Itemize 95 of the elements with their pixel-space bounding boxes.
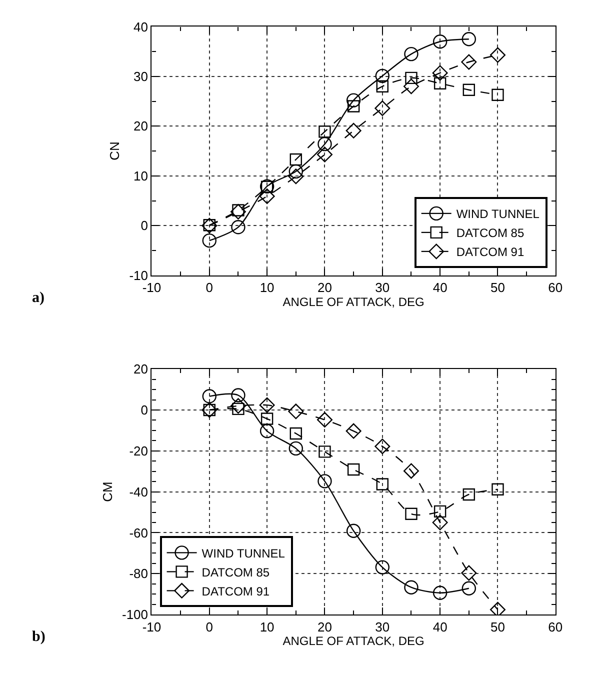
point bbox=[461, 54, 477, 70]
point bbox=[375, 68, 390, 84]
x-tick-label: 40 bbox=[432, 280, 448, 296]
x-axis-title: ANGLE OF ATTACK, DEG bbox=[282, 295, 424, 310]
point bbox=[347, 100, 360, 112]
point bbox=[202, 389, 216, 404]
point bbox=[374, 438, 390, 454]
point bbox=[432, 65, 448, 81]
y-axis-title: CM bbox=[100, 482, 115, 502]
x-tick-label: 20 bbox=[317, 280, 332, 296]
point bbox=[231, 220, 246, 234]
point bbox=[461, 565, 477, 581]
point bbox=[260, 424, 274, 438]
y-tick-label: -40 bbox=[129, 484, 148, 500]
point bbox=[376, 478, 388, 490]
point bbox=[462, 488, 476, 501]
point bbox=[404, 46, 418, 62]
point bbox=[288, 164, 303, 179]
point bbox=[202, 233, 216, 248]
point bbox=[434, 505, 446, 518]
y-tick-label: -20 bbox=[129, 443, 148, 458]
y-tick-label: -100 bbox=[122, 607, 148, 622]
y-axis-title: CN bbox=[107, 142, 122, 160]
text: b) bbox=[32, 629, 46, 645]
x-tick-label: 40 bbox=[432, 619, 448, 634]
point bbox=[230, 204, 246, 220]
point bbox=[346, 423, 362, 439]
legend-label: WIND TUNNEL bbox=[202, 546, 286, 560]
x-tick-label: 0 bbox=[206, 280, 214, 296]
point bbox=[404, 580, 418, 594]
point bbox=[346, 93, 361, 108]
x-tick-label: 30 bbox=[375, 619, 390, 634]
legend-label: WIND TUNNEL bbox=[456, 207, 540, 222]
point bbox=[346, 122, 362, 138]
point bbox=[432, 514, 448, 530]
point bbox=[318, 446, 331, 458]
point bbox=[260, 412, 274, 425]
y-tick-label: 20 bbox=[134, 118, 148, 134]
y-tick-label: 10 bbox=[134, 168, 148, 184]
point bbox=[462, 581, 476, 596]
point bbox=[462, 84, 476, 96]
point bbox=[490, 602, 506, 615]
legend-label: DATCOM 85 bbox=[202, 565, 270, 580]
point bbox=[231, 388, 246, 402]
point bbox=[492, 88, 504, 101]
x-axis-title: ANGLE OF ATTACK, DEG bbox=[282, 634, 424, 648]
point bbox=[403, 463, 419, 479]
point bbox=[318, 126, 331, 138]
point bbox=[288, 441, 303, 456]
x-tick-label: 10 bbox=[260, 280, 274, 296]
x-tick-label: 60 bbox=[548, 619, 563, 634]
point bbox=[346, 524, 361, 538]
point bbox=[259, 397, 275, 413]
x-tick-label: 50 bbox=[490, 280, 505, 296]
x-tick-label: 30 bbox=[375, 280, 390, 296]
y-tick-label: -60 bbox=[129, 525, 148, 540]
x-tick-label: 20 bbox=[317, 619, 332, 634]
x-tick-label: 60 bbox=[548, 280, 563, 296]
point bbox=[375, 560, 390, 574]
point bbox=[492, 483, 504, 496]
point bbox=[405, 72, 418, 84]
x-tick-label: 0 bbox=[206, 619, 214, 634]
legend-label: DATCOM 91 bbox=[202, 584, 270, 598]
point bbox=[318, 474, 332, 488]
point bbox=[490, 47, 506, 63]
point bbox=[374, 100, 390, 116]
legend-label: DATCOM 91 bbox=[456, 245, 524, 260]
point bbox=[288, 168, 304, 184]
y-tick-label: 0 bbox=[140, 402, 148, 418]
point bbox=[290, 427, 302, 440]
x-tick-label: 10 bbox=[260, 619, 274, 634]
y-tick-label: 0 bbox=[140, 218, 148, 234]
x-tick-label: 50 bbox=[490, 619, 505, 634]
point bbox=[230, 398, 246, 414]
point bbox=[432, 586, 448, 600]
y-tick-label: 30 bbox=[134, 68, 148, 84]
y-tick-label: -80 bbox=[129, 566, 148, 582]
legend-label: DATCOM 85 bbox=[456, 226, 524, 240]
point bbox=[318, 136, 332, 152]
point bbox=[405, 508, 418, 520]
point bbox=[316, 412, 332, 428]
point bbox=[462, 32, 476, 46]
text: a) bbox=[32, 290, 44, 306]
point bbox=[347, 463, 360, 476]
y-tick-label: -10 bbox=[129, 268, 148, 283]
point bbox=[434, 77, 446, 90]
point bbox=[259, 188, 275, 204]
y-tick-label: 40 bbox=[134, 19, 148, 34]
point bbox=[403, 78, 419, 94]
point bbox=[432, 34, 448, 49]
y-tick-label: 20 bbox=[134, 362, 148, 377]
point bbox=[290, 153, 302, 166]
point bbox=[316, 146, 332, 162]
point bbox=[376, 80, 388, 92]
point bbox=[288, 404, 304, 420]
